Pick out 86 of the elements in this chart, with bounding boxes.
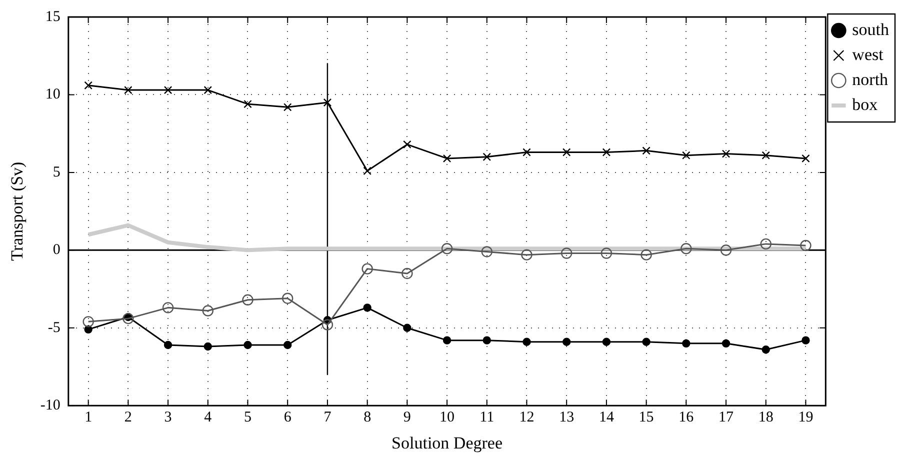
- legend-label: south: [852, 20, 890, 39]
- x-tick-label: 14: [598, 410, 614, 426]
- x-tick-label: 1: [84, 410, 92, 426]
- point: [642, 146, 650, 155]
- point: [802, 336, 810, 344]
- point: [442, 336, 452, 344]
- point: [283, 103, 292, 112]
- point: [323, 98, 332, 107]
- point: [84, 325, 92, 334]
- y-tick-label: 10: [45, 86, 60, 103]
- x-tick-label: 12: [519, 410, 534, 426]
- point: [162, 302, 174, 314]
- x-tick-label: 11: [480, 410, 494, 426]
- point: [640, 249, 652, 260]
- point: [682, 151, 690, 160]
- x-tick-label: 17: [718, 410, 734, 426]
- y-axis-title: Transport (Sv): [8, 162, 27, 261]
- point: [84, 81, 92, 90]
- x-tick-label: 6: [284, 410, 292, 426]
- x-tick-label: 13: [559, 410, 574, 426]
- point: [560, 248, 572, 259]
- point: [244, 100, 252, 108]
- x-tick-label: 4: [204, 410, 212, 426]
- x-tick-label: 3: [164, 410, 172, 426]
- point: [760, 238, 772, 250]
- x-tick-label: 10: [440, 410, 455, 426]
- point: [722, 339, 730, 348]
- point: [242, 294, 254, 306]
- legend-label: north: [852, 70, 889, 89]
- x-axis-title: Solution Degree: [392, 433, 503, 452]
- point: [642, 338, 650, 346]
- point: [284, 340, 292, 350]
- point: [600, 248, 612, 259]
- point: [800, 240, 812, 252]
- y-tick-label: 5: [52, 164, 60, 180]
- point: [403, 140, 412, 149]
- point: [720, 244, 732, 256]
- point: [522, 148, 531, 156]
- point: [363, 304, 372, 312]
- x-tick-label: 16: [678, 410, 694, 426]
- legend-label: box: [852, 94, 878, 114]
- point: [122, 312, 134, 324]
- legend-label: west: [852, 44, 884, 64]
- point: [403, 324, 412, 332]
- x-tick-label: 7: [324, 410, 332, 426]
- point: [482, 336, 491, 344]
- point: [602, 148, 611, 156]
- point: [802, 154, 810, 163]
- point: [521, 249, 532, 260]
- point: [722, 150, 730, 158]
- x-tick-label: 2: [124, 410, 132, 426]
- point: [363, 166, 372, 176]
- point: [482, 152, 492, 162]
- x-tick-label: 18: [758, 410, 774, 426]
- point: [322, 319, 334, 330]
- point: [244, 340, 252, 350]
- point: [602, 338, 611, 346]
- point: [164, 86, 172, 94]
- y-tick-label: 15: [45, 8, 60, 25]
- point: [682, 339, 690, 348]
- x-tick-label: 19: [798, 410, 814, 426]
- point: [164, 340, 172, 350]
- point: [442, 154, 452, 163]
- point: [762, 346, 770, 354]
- point: [204, 342, 212, 351]
- y-tick-label: 0: [52, 242, 60, 258]
- point: [522, 338, 531, 346]
- point: [680, 243, 692, 254]
- point: [124, 86, 132, 94]
- point: [282, 292, 294, 304]
- point: [762, 151, 770, 160]
- point: [402, 268, 413, 280]
- point: [202, 305, 214, 316]
- point: [562, 338, 571, 346]
- x-tick-label: 5: [244, 410, 252, 426]
- y-tick-label: -10: [40, 398, 60, 414]
- point: [204, 86, 212, 94]
- x-tick-label: 8: [364, 410, 372, 426]
- x-tick-label: 15: [638, 410, 654, 426]
- point: [362, 263, 373, 274]
- point: [441, 243, 453, 254]
- point: [562, 148, 571, 156]
- x-tick-label: 9: [403, 410, 411, 426]
- y-tick-label: -5: [48, 320, 60, 336]
- point: [481, 246, 492, 258]
- point: [82, 316, 94, 328]
